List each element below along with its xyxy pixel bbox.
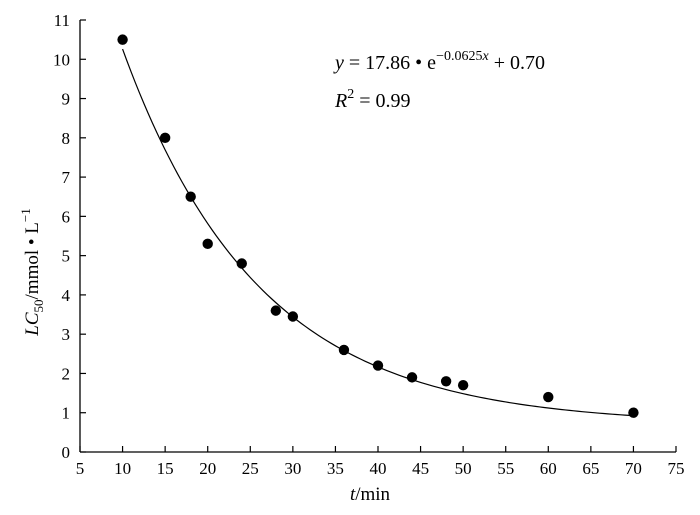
y-tick-label: 2 (62, 364, 71, 383)
data-points (117, 34, 639, 418)
x-tick-label: 5 (76, 459, 85, 478)
axes (79, 20, 676, 453)
y-tick-label: 3 (62, 325, 71, 344)
data-point (440, 376, 452, 387)
x-tick-label: 25 (242, 459, 259, 478)
fit-equation: y = 17.86 • e−0.0625x + 0.70 (333, 49, 545, 74)
x-tick-label: 35 (327, 459, 344, 478)
x-tick-label: 60 (540, 459, 557, 478)
data-point (287, 311, 299, 322)
x-tick-label: 40 (370, 459, 387, 478)
y-tick-label: 8 (62, 129, 71, 148)
x-tick-label: 65 (582, 459, 599, 478)
data-point (270, 305, 282, 316)
y-tick-label: 7 (62, 168, 71, 187)
y-tick-label: 11 (54, 11, 70, 30)
x-axis-ticks: 5 10 15 20 25 30 35 40 45 50 55 60 65 70 75 (76, 446, 685, 478)
x-tick-label: 10 (114, 459, 131, 478)
data-point (338, 344, 350, 356)
x-tick-label: 70 (625, 459, 642, 478)
data-point (543, 391, 554, 403)
x-tick-label: 45 (412, 459, 429, 478)
x-axis-title: t/min (350, 484, 391, 505)
y-tick-label: 4 (62, 286, 71, 305)
data-point (202, 238, 213, 250)
x-tick-label: 15 (157, 459, 174, 478)
data-point (406, 372, 418, 383)
r-squared-label: R2 = 0.99 (334, 87, 411, 112)
x-tick-label: 75 (668, 459, 685, 478)
x-tick-label: 30 (284, 459, 301, 478)
data-point (457, 380, 469, 391)
y-tick-label: 10 (53, 50, 70, 69)
y-axis-title: LC50/mmol • L−1 (18, 208, 46, 336)
y-tick-label: 1 (62, 404, 71, 423)
data-point (372, 360, 384, 371)
y-tick-label: 5 (62, 247, 71, 266)
y-axis-ticks: 0 1 2 3 4 5 6 7 8 9 10 11 (53, 11, 86, 462)
data-point (159, 132, 171, 144)
data-point (117, 34, 128, 45)
y-tick-label: 6 (62, 207, 71, 226)
y-tick-label: 0 (62, 443, 71, 462)
data-point (185, 191, 196, 202)
data-point (236, 258, 247, 269)
x-tick-label: 55 (497, 459, 514, 478)
x-tick-label: 50 (455, 459, 472, 478)
x-tick-label: 20 (199, 459, 216, 478)
data-point (628, 407, 639, 418)
y-tick-label: 9 (62, 90, 71, 109)
